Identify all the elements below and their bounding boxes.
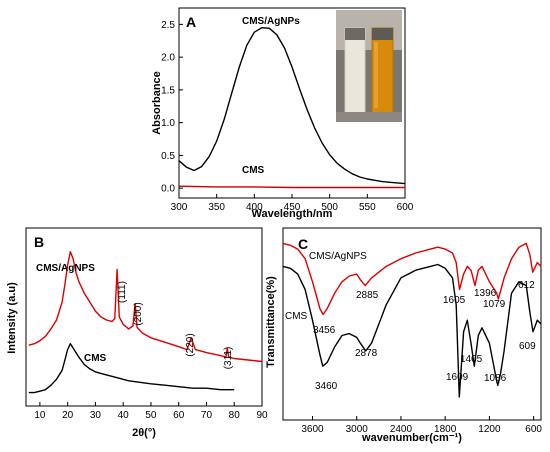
panel-b-series-label-agnps: CMS/AgNPS [36, 263, 95, 274]
ytick-label-a-5: 2.5 [161, 20, 175, 31]
band-label-1079: 1079 [483, 299, 506, 310]
xtick-label-b-8: 90 [256, 410, 268, 421]
xtick-label-b-2: 30 [90, 410, 102, 421]
panel-c-xlabel: wavenumber(cm⁻¹) [361, 432, 462, 444]
xtick-label-a-4: 500 [321, 202, 338, 213]
panel-c: 3600 3000 2400 1800 1200 600 C wavenumber(cm⁻… [265, 227, 542, 444]
series-line-a-0 [178, 27, 406, 185]
series-line-b-1 [28, 343, 235, 394]
panel-b-series-label-cms: CMS [84, 353, 107, 364]
xtick-label-b-7: 80 [229, 410, 241, 421]
band-label-3460: 3460 [315, 381, 338, 392]
series-line-b-0 [28, 251, 263, 363]
band-label-1405: 1405 [460, 354, 483, 365]
xtick-label-c-2: 2400 [390, 424, 413, 435]
panel-c-series-label-agnps: CMS/AgNPS [309, 251, 367, 262]
panel-c-ylabel: Transmittance(%) [265, 276, 277, 368]
xtick-label-c-4: 1200 [478, 424, 501, 435]
panel-c-series-label-cms: CMS [285, 311, 308, 322]
panel-b-xlabel: 2θ(°) [132, 427, 156, 439]
panel-a-series-label-agnps: CMS/AgNPs [242, 16, 300, 27]
peak-label-200: (200) [133, 302, 144, 325]
xtick-label-a-0: 300 [171, 202, 188, 213]
peak-label-111: (111) [117, 281, 128, 303]
panel-a-series-label-cms: CMS [242, 165, 265, 176]
band-label-612: 612 [518, 280, 535, 291]
ytick-label-a-0: 0.0 [161, 184, 175, 195]
peak-label-311: (311) [223, 347, 234, 370]
xtick-label-c-3: 1800 [434, 424, 457, 435]
cuvette-photo-inset [336, 10, 402, 122]
band-label-609: 609 [519, 341, 536, 352]
xtick-label-b-1: 20 [62, 410, 74, 421]
xtick-label-b-0: 10 [34, 410, 46, 421]
xtick-label-a-6: 600 [397, 202, 414, 213]
xtick-label-b-3: 40 [118, 410, 130, 421]
xtick-label-c-5: 600 [525, 424, 542, 435]
ytick-label-a-1: 0.5 [161, 151, 175, 162]
panel-b-frame [25, 227, 263, 407]
panel-b-letter: B [34, 234, 44, 250]
band-label-1396: 1396 [474, 288, 497, 299]
xtick-label-a-2: 400 [246, 202, 263, 213]
panel-a-ylabel: Absorbance [151, 71, 163, 135]
panel-c-letter: C [298, 236, 308, 252]
series-line-a-1 [178, 185, 405, 189]
xtick-label-a-3: 450 [284, 202, 301, 213]
xtick-label-c-1: 3000 [346, 424, 369, 435]
xtick-label-a-5: 550 [359, 202, 376, 213]
panel-a-letter: A [186, 14, 196, 30]
panel-a: 300 350 400 450 500 550 600 0.0 0.5 1.0 1.5 2.0 2.5… [151, 7, 414, 220]
xtick-label-b-5: 60 [173, 410, 185, 421]
band-label-3456: 3456 [313, 325, 336, 336]
ytick-label-a-2: 1.0 [161, 118, 175, 129]
peak-label-220: (220) [185, 333, 196, 356]
band-label-2878: 2878 [355, 348, 378, 359]
xtick-label-b-6: 70 [201, 410, 213, 421]
band-label-1086: 1086 [484, 373, 507, 384]
panel-a-xlabel: Wavelength/nm [252, 208, 333, 220]
xtick-label-c-0: 3600 [301, 424, 324, 435]
panel-b-ylabel: Intensity (a.u) [6, 282, 18, 354]
xtick-label-a-1: 350 [208, 202, 225, 213]
ytick-label-a-3: 1.5 [161, 85, 175, 96]
band-label-2885: 2885 [356, 290, 379, 301]
xtick-label-b-4: 50 [145, 410, 157, 421]
band-label-1605: 1605 [443, 295, 466, 306]
panel-b: 10 20 30 40 50 60 70 80 90 B 2θ(°) Intensity (a.… [6, 227, 268, 439]
series-line-c-1 [282, 263, 542, 398]
ytick-label-a-4: 2.0 [161, 53, 175, 64]
series-line-c-0 [282, 242, 542, 316]
band-label-1609: 1609 [446, 372, 469, 383]
